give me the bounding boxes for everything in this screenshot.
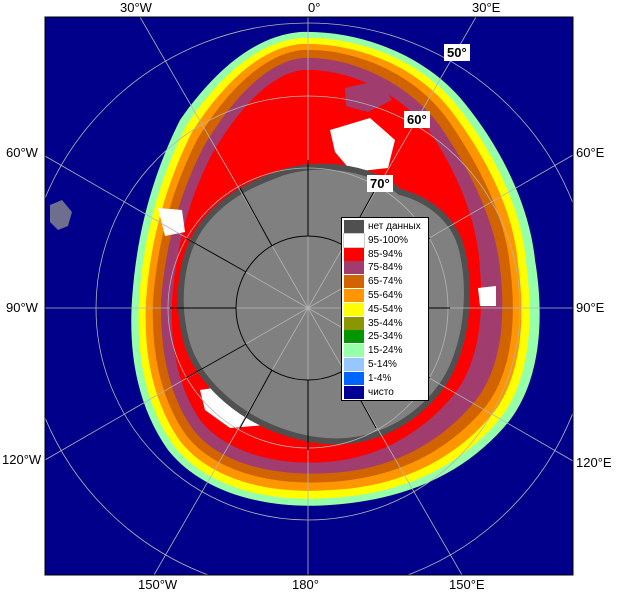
legend-swatch (344, 261, 364, 275)
legend-label: 75-84% (368, 262, 403, 274)
legend-swatch (344, 344, 364, 358)
right-label-120e: 120°E (576, 455, 612, 470)
legend-item: 85-94% (344, 247, 428, 261)
legend: нет данных 95-100% 85-94% 75-84% 65-74% 55-64… (341, 217, 429, 401)
legend-item: 25-34% (344, 330, 428, 344)
legend-swatch (344, 302, 364, 316)
legend-item: 5-14% (344, 358, 428, 371)
land-fragment (50, 200, 72, 230)
lat-label-60: 60° (404, 111, 430, 128)
legend-item: 65-74% (344, 275, 428, 289)
ice-patch-5 (158, 208, 185, 236)
meridian-60w (45, 155, 309, 309)
meridian-120w (45, 307, 309, 461)
antarctica-coast-dark (177, 163, 470, 445)
meridian-150w (153, 307, 309, 575)
legend-label: нет данных (368, 221, 421, 232)
legend-item: 1-4% (344, 371, 428, 385)
legend-label: 55-64% (368, 290, 403, 301)
bottom-label-180: 180° (292, 577, 319, 592)
legend-swatch (344, 316, 364, 330)
legend-swatch (344, 358, 364, 371)
legend-item: нет данных (344, 220, 428, 233)
legend-swatch (344, 247, 364, 261)
lat-label-50: 50° (444, 44, 470, 61)
legend-label: 45-54% (368, 303, 403, 315)
legend-item: чисто (344, 385, 428, 399)
ice-patch-2 (345, 80, 392, 112)
legend-label: 85-94% (368, 248, 403, 260)
legend-item: 35-44% (344, 316, 428, 330)
left-label-90w: 90°W (6, 300, 38, 315)
meridian-30w (139, 17, 309, 309)
legend-item: 15-24% (344, 344, 428, 358)
ice-patch-6 (478, 286, 496, 306)
legend-label: 1-4% (368, 372, 392, 384)
legend-label: 65-74% (368, 276, 403, 288)
legend-label: 25-34% (368, 331, 403, 343)
top-label-0: 0° (308, 0, 321, 15)
legend-label: 15-24% (368, 345, 403, 357)
top-label-30e: 30°E (472, 0, 501, 15)
legend-item: 95-100% (343, 232, 428, 248)
legend-swatch (344, 371, 364, 385)
legend-swatch (344, 385, 364, 399)
legend-swatch (344, 289, 364, 302)
map-border (44, 16, 574, 576)
meridian-30e (307, 17, 477, 309)
legend-swatch (344, 220, 364, 233)
right-label-90e: 90°E (576, 300, 605, 315)
legend-item: 75-84% (344, 261, 428, 275)
meridian-150e (307, 307, 463, 575)
legend-label: 5-14% (368, 359, 397, 370)
legend-label: чисто (368, 386, 394, 398)
right-label-60e: 60°E (576, 145, 605, 160)
legend-swatch (344, 330, 364, 344)
legend-swatch (344, 275, 364, 289)
left-label-60w: 60°W (6, 145, 38, 160)
bottom-label-150e: 150°E (449, 577, 485, 592)
legend-swatch (343, 232, 365, 248)
legend-label: 95-100% (368, 234, 409, 246)
legend-item: 55-64% (344, 289, 428, 302)
top-label-30w: 30°W (120, 0, 152, 15)
left-label-120w: 120°W (2, 452, 42, 467)
bottom-label-150w: 150°W (138, 577, 178, 592)
legend-label: 35-44% (368, 317, 403, 329)
lat-label-70: 70° (367, 175, 393, 192)
ice-patch-1 (330, 118, 395, 172)
legend-item: 45-54% (344, 302, 428, 316)
